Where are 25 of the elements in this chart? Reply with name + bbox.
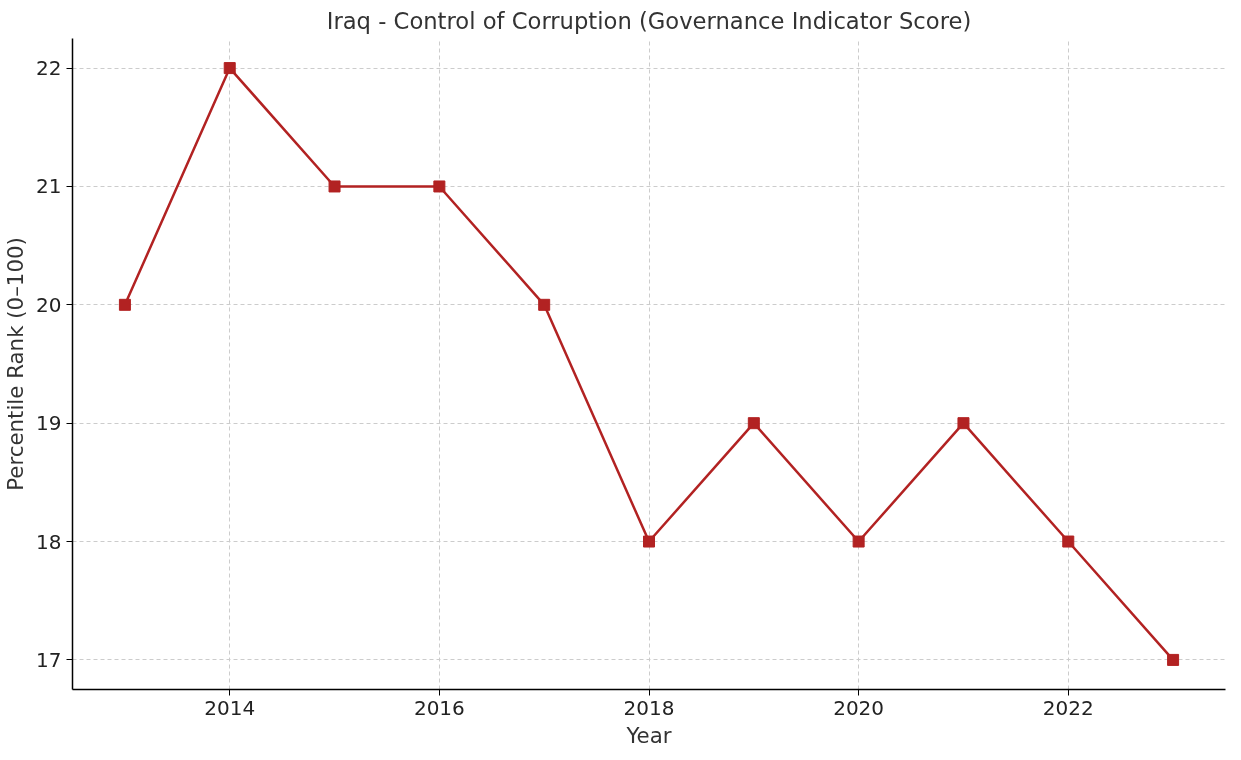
point: [1062, 535, 1075, 548]
point: [328, 180, 341, 193]
y-tick-label: 20: [36, 292, 62, 317]
y-axis-title: Percentile Rank (0–100): [3, 237, 29, 491]
point: [957, 417, 970, 430]
point: [118, 298, 131, 311]
x-tick-label: 2016: [413, 695, 465, 720]
point: [433, 180, 446, 193]
x-tick-label: 2018: [623, 695, 675, 720]
point: [643, 535, 655, 548]
x-tick-label: 2022: [1042, 695, 1094, 720]
point: [223, 62, 236, 75]
x-tick-label: 2020: [833, 695, 885, 720]
y-tick-label: 22: [36, 56, 62, 81]
y-tick-label: 18: [36, 529, 62, 554]
x-axis-title: Year: [625, 722, 672, 748]
y-tick-label: 21: [36, 174, 62, 199]
chart-title: Iraq - Control of Corruption (Governance Indicator Score): [326, 7, 972, 34]
point: [1167, 653, 1180, 666]
point: [852, 535, 865, 548]
point: [747, 417, 760, 430]
point: [538, 298, 551, 311]
x-tick-label: 2014: [204, 695, 256, 720]
y-tick-label: 19: [36, 411, 62, 436]
y-tick-label: 17: [36, 647, 62, 672]
